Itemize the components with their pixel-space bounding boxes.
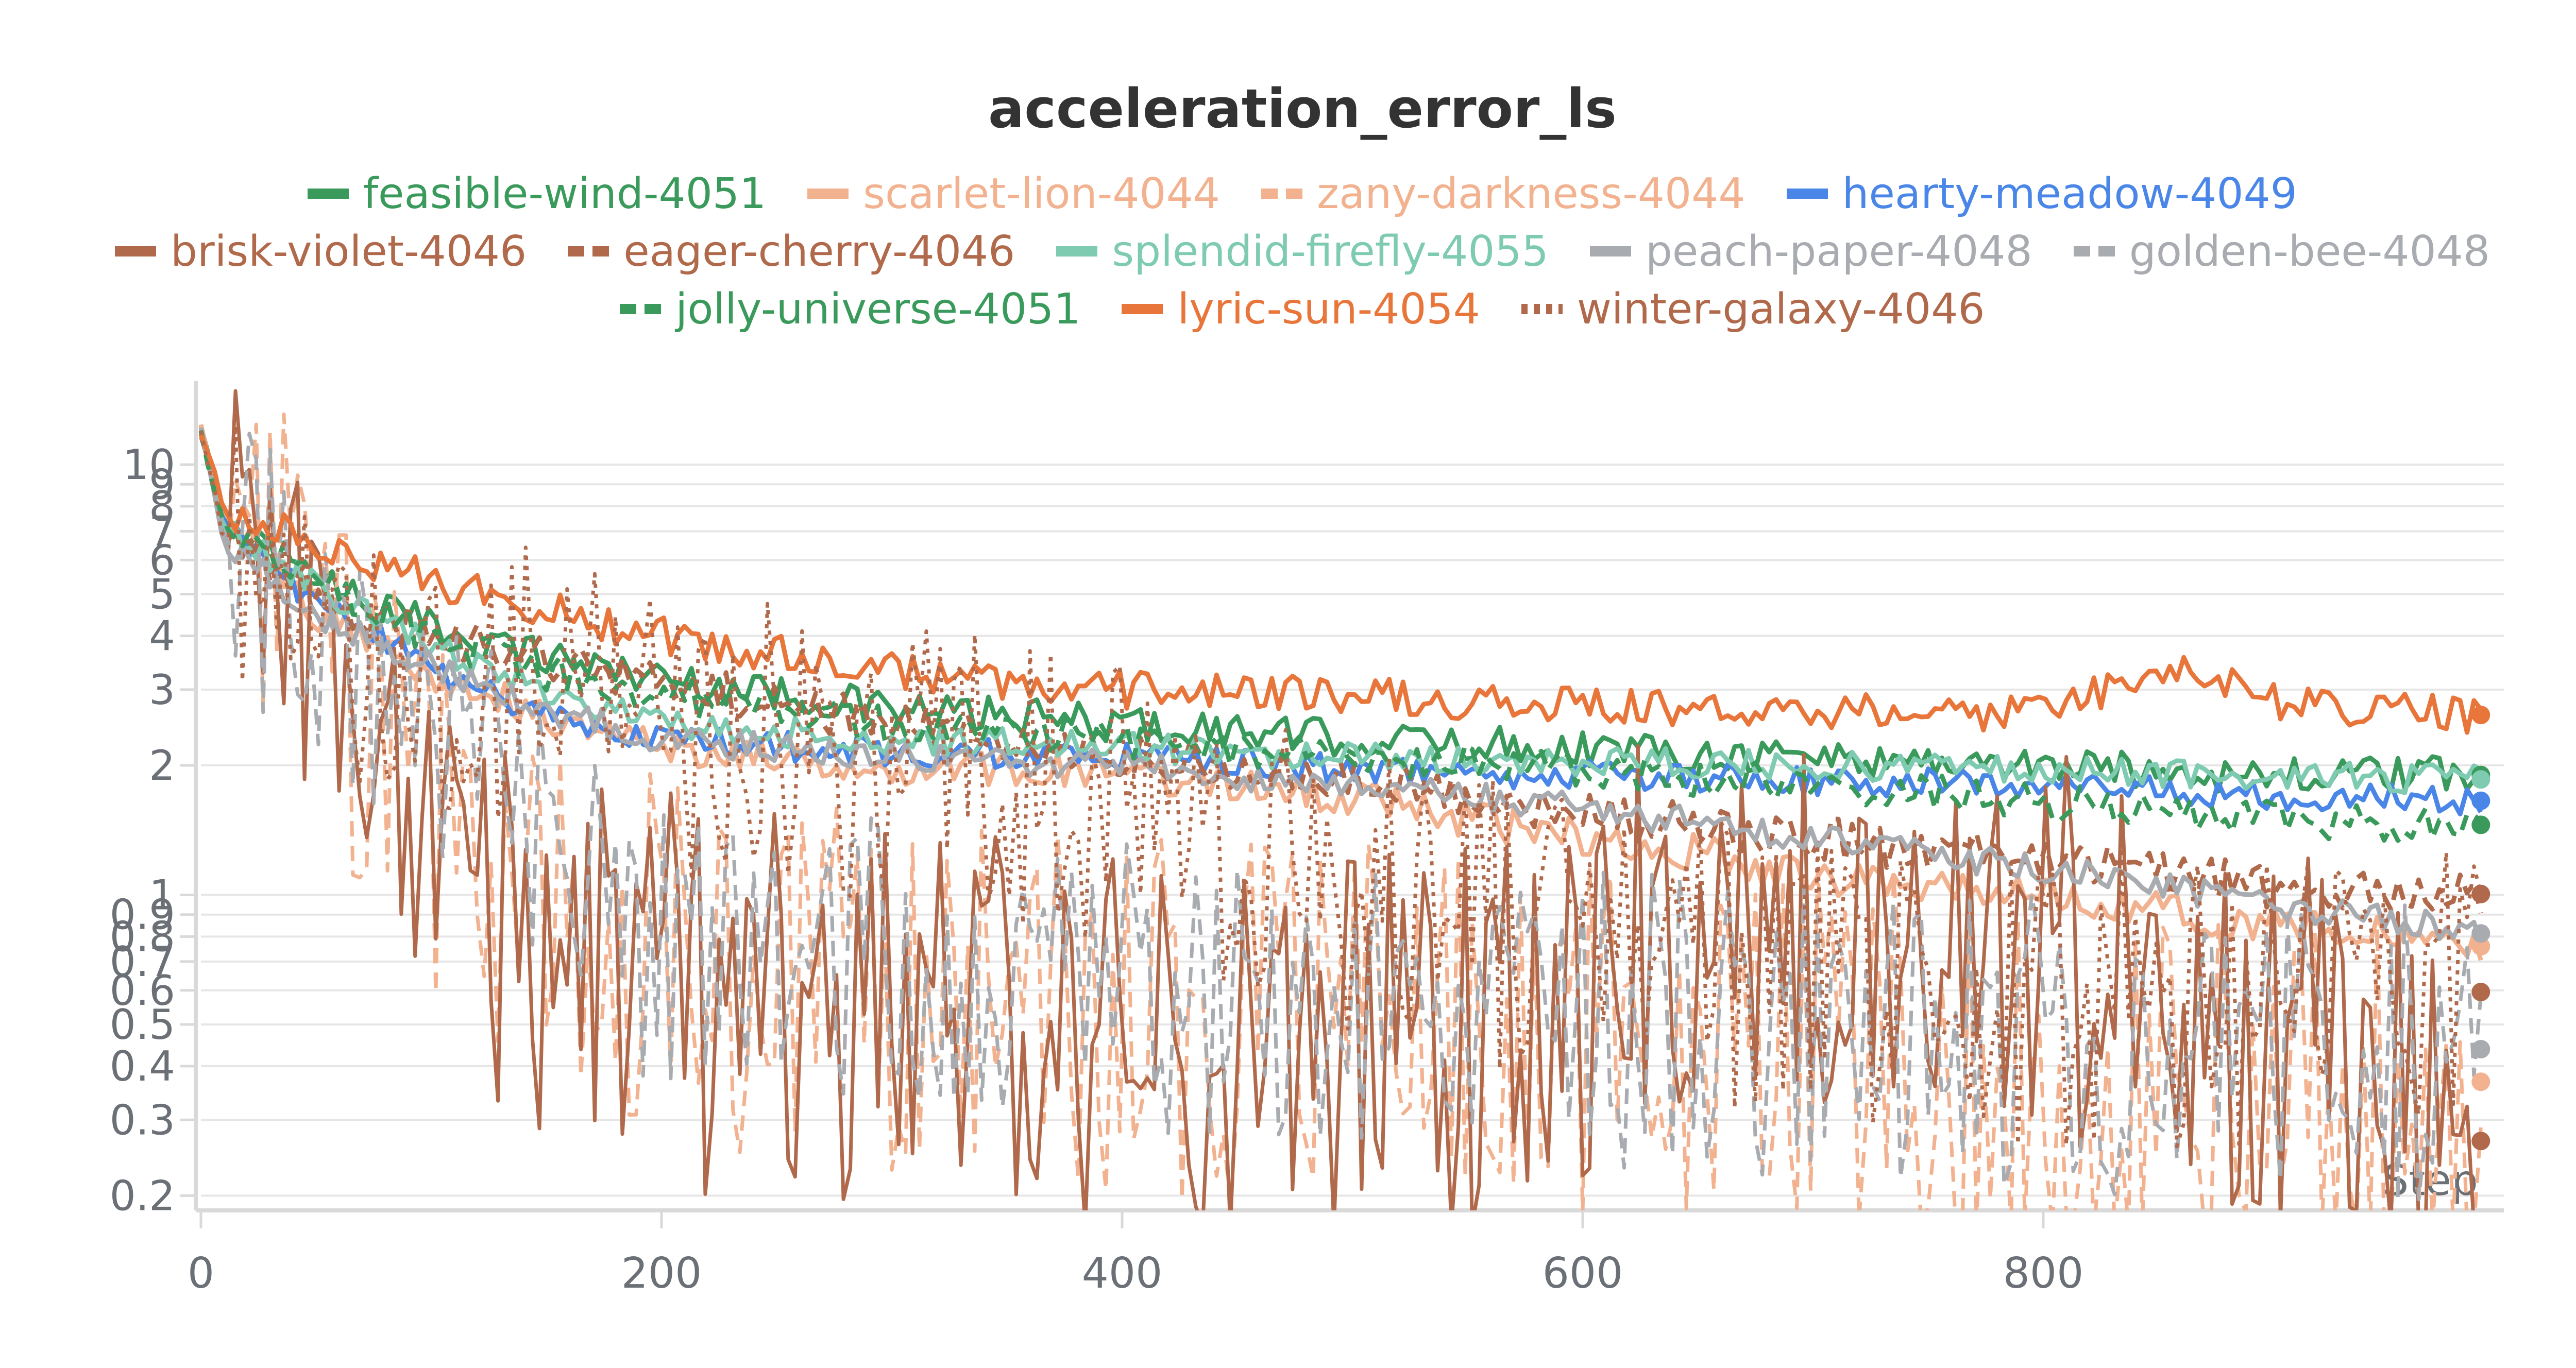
legend-label: splendid-firefly-4055 bbox=[1112, 227, 1549, 276]
legend-swatch bbox=[1261, 189, 1302, 199]
y-tick-label: 0.9 bbox=[110, 891, 175, 939]
legend-label: winter-galaxy-4046 bbox=[1577, 284, 1985, 334]
legend-label: hearty-meadow-4049 bbox=[1842, 169, 2297, 218]
series-end-marker bbox=[2471, 1132, 2490, 1151]
legend-swatch bbox=[568, 246, 609, 256]
legend-row: brisk-violet-4046 eager-cherry-4046 splend… bbox=[0, 223, 2576, 280]
chart-title: acceleration_error_ls bbox=[988, 77, 1617, 140]
legend-label: peach-paper-4048 bbox=[1645, 227, 2032, 276]
x-tick-label: 400 bbox=[1082, 1249, 1163, 1298]
legend-item[interactable]: peach-paper-4048 bbox=[1589, 227, 2032, 276]
series-line-lyric-sun-4054 bbox=[198, 434, 2483, 735]
series-end-marker bbox=[2471, 815, 2490, 834]
legend-row: jolly-universe-4051 lyric-sun-4054 winter-… bbox=[0, 280, 2576, 338]
legend-item[interactable]: eager-cherry-4046 bbox=[568, 227, 1015, 276]
legend-swatch bbox=[1589, 246, 1631, 256]
series-line-golden-bee-4048 bbox=[199, 432, 2483, 1202]
y-tick-label: 0.3 bbox=[110, 1096, 175, 1144]
legend-item[interactable]: hearty-meadow-4049 bbox=[1786, 169, 2297, 218]
legend-label: scarlet-lion-4044 bbox=[863, 169, 1220, 218]
legend-item[interactable]: winter-galaxy-4046 bbox=[1521, 285, 1985, 334]
legend-item[interactable]: splendid-firefly-4055 bbox=[1056, 227, 1549, 276]
y-tick-label: 0.5 bbox=[110, 1001, 175, 1049]
y-tick-label: 0.8 bbox=[110, 913, 175, 961]
series-line-peach-paper-4048 bbox=[198, 427, 2483, 945]
legend-swatch bbox=[1786, 189, 1828, 199]
y-tick-label: 3 bbox=[149, 666, 175, 714]
legend-label: brisk-violet-4046 bbox=[170, 227, 527, 276]
chart-legend: feasible-wind-4051 scarlet-lion-4044 zany-… bbox=[0, 165, 2576, 338]
series-end-marker bbox=[2471, 937, 2490, 956]
legend-swatch bbox=[2073, 246, 2115, 256]
legend-swatch bbox=[308, 189, 349, 199]
x-tick-label: 200 bbox=[621, 1249, 702, 1298]
y-tick-label: 8 bbox=[149, 483, 175, 531]
legend-item[interactable]: golden-bee-4048 bbox=[2073, 227, 2490, 276]
y-tick-label: 2 bbox=[149, 742, 175, 790]
x-tick-label: 800 bbox=[2003, 1249, 2084, 1298]
legend-label: eager-cherry-4046 bbox=[623, 227, 1015, 276]
legend-swatch bbox=[807, 189, 849, 199]
legend-item[interactable]: zany-darkness-4044 bbox=[1261, 169, 1745, 218]
series-line-winter-galaxy-4046 bbox=[199, 423, 2483, 1149]
y-tick-label: 0.6 bbox=[110, 967, 175, 1015]
series-line-hearty-meadow-4049 bbox=[198, 431, 2483, 816]
y-tick-label: 1 bbox=[149, 871, 175, 919]
series-end-marker bbox=[2471, 924, 2490, 943]
series-line-zany-darkness-4044 bbox=[199, 412, 2483, 1210]
legend-label: feasible-wind-4051 bbox=[363, 169, 767, 218]
legend-label: jolly-universe-4051 bbox=[675, 284, 1081, 334]
legend-label: zany-darkness-4044 bbox=[1316, 169, 1745, 218]
legend-item[interactable]: lyric-sun-4054 bbox=[1122, 285, 1480, 334]
legend-label: lyric-sun-4054 bbox=[1177, 284, 1480, 334]
legend-swatch bbox=[1056, 246, 1098, 256]
y-tick-label: 5 bbox=[149, 571, 175, 619]
legend-item[interactable]: brisk-violet-4046 bbox=[114, 227, 527, 276]
legend-swatch bbox=[1122, 304, 1163, 314]
series-end-marker bbox=[2471, 1072, 2490, 1091]
legend-swatch bbox=[1521, 304, 1563, 314]
y-tick-label: 10 bbox=[123, 441, 175, 489]
legend-row: feasible-wind-4051 scarlet-lion-4044 zany-… bbox=[0, 165, 2576, 223]
legend-label: golden-bee-4048 bbox=[2129, 227, 2490, 276]
legend-item[interactable]: jolly-universe-4051 bbox=[620, 285, 1080, 334]
x-tick-label: 0 bbox=[188, 1249, 214, 1298]
y-tick-label: 0.7 bbox=[110, 938, 175, 986]
series-end-marker bbox=[2471, 706, 2490, 725]
y-tick-label: 0.4 bbox=[110, 1042, 175, 1090]
y-tick-label: 6 bbox=[149, 536, 175, 584]
series-end-marker bbox=[2471, 1040, 2490, 1059]
x-tick-label: 600 bbox=[1543, 1249, 1623, 1298]
series-end-marker bbox=[2471, 791, 2490, 810]
series-end-marker bbox=[2471, 884, 2490, 903]
y-tick-label: 0.2 bbox=[110, 1172, 175, 1220]
legend-swatch bbox=[620, 304, 662, 314]
series-group bbox=[198, 389, 2483, 1210]
legend-item[interactable]: feasible-wind-4051 bbox=[308, 169, 766, 218]
y-tick-label: 7 bbox=[149, 507, 175, 555]
series-end-marker bbox=[2471, 982, 2490, 1001]
series-end-marker bbox=[2471, 770, 2490, 789]
legend-swatch bbox=[114, 246, 156, 256]
y-tick-label: 9 bbox=[149, 460, 175, 508]
y-tick-label: 4 bbox=[149, 612, 175, 660]
series-line-splendid-firefly-4055 bbox=[198, 432, 2482, 795]
legend-item[interactable]: scarlet-lion-4044 bbox=[807, 169, 1220, 218]
